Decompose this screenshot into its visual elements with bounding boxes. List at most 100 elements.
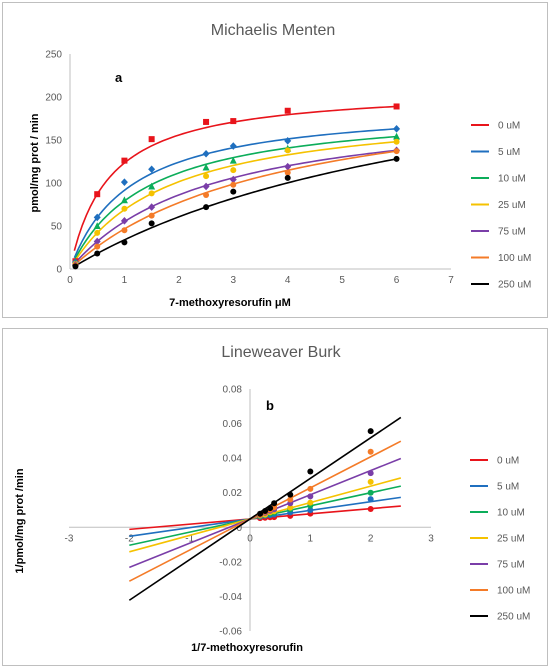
point-75-um (307, 493, 314, 500)
point-25-um (203, 173, 210, 180)
point-250-um (121, 239, 128, 246)
point-75-um (148, 203, 156, 211)
point-100-um (367, 448, 374, 455)
legend: 0 uM 5 uM 10 uM 25 uM 75 uM 100 uM 250 uM (471, 121, 531, 291)
x-tick-label: 1 (122, 275, 128, 286)
x-tick-label: -1 (185, 533, 194, 544)
panel-label: b (266, 398, 274, 413)
legend: 0 uM 5 uM 10 uM 25 uM 75 uM 100 uM 250 uM (470, 456, 530, 623)
fit-curve-10-um (73, 135, 397, 261)
lineweaver-burk-panel: Lineweaver Burk b 1/pmol/mg prot /min 1/… (2, 328, 548, 666)
legend-label: 25 uM (498, 200, 526, 211)
point-5-um (93, 213, 101, 222)
legend-label: 100 uM (497, 586, 530, 597)
y-tick-label: 0.08 (223, 385, 243, 396)
point-250-um (287, 491, 294, 498)
point-25-um (230, 167, 237, 174)
x-tick-label: 3 (231, 275, 237, 286)
point-250-um (72, 263, 79, 270)
chart-title: Michaelis Menten (211, 22, 336, 39)
y-axis-label: 1/pmol/mg prot /min (14, 468, 26, 573)
legend-item-10-um: 10 uM (471, 174, 526, 185)
point-10-um (120, 196, 128, 204)
point-25-um (284, 147, 291, 154)
legend-label: 10 uM (498, 174, 526, 185)
point-5-um (229, 142, 237, 150)
y-tick-label: 250 (45, 50, 62, 61)
point-75-um (120, 217, 128, 225)
y-tick-label: 0.02 (223, 488, 243, 499)
point-25-um (393, 138, 400, 145)
x-tick-label: 4 (285, 275, 291, 286)
y-tick-label: 100 (45, 179, 62, 190)
michaelis-menten-panel: Michaelis Menten a pmol/mg prot / min 7-… (2, 2, 548, 318)
point-75-um (229, 175, 237, 184)
x-tick-label: -3 (65, 533, 74, 544)
axes: 0 50 100 150 200 250 0 1 2 3 4 5 6 7 (45, 50, 454, 287)
point-10-um (93, 222, 101, 229)
fit-curve-75-um (73, 149, 397, 265)
x-tick-label: 5 (339, 275, 345, 286)
fit-curve-25-um (73, 140, 397, 263)
x-tick-label: 3 (428, 533, 434, 544)
y-tick-label: 0 (236, 523, 242, 534)
legend-item-5-um: 5 uM (471, 147, 520, 158)
legend-label: 250 uM (497, 612, 530, 623)
legend-item-250-um: 250 uM (470, 612, 530, 623)
legend-item-100-um: 100 uM (470, 586, 530, 597)
point-10-um (367, 489, 374, 496)
legend-label: 75 uM (498, 227, 526, 238)
point-250-um (267, 505, 274, 512)
x-tick-label: 1 (308, 533, 314, 544)
point-100-um (284, 169, 291, 176)
x-axis-label: 1/7-methoxyresorufin (191, 642, 303, 654)
point-5-um (307, 507, 314, 514)
legend-item-10-um: 10 uM (470, 508, 525, 519)
legend-item-25-um: 25 uM (470, 534, 525, 545)
point-100-um (203, 192, 210, 199)
x-axis-label: 7-methoxyresorufin μM (169, 297, 291, 309)
legend-label: 0 uM (497, 456, 519, 467)
x-tick-label: 2 (176, 275, 182, 286)
x-tick-label: 0 (247, 533, 253, 544)
point-75-um (202, 182, 210, 191)
lineweaver-burk-chart: Lineweaver Burk b 1/pmol/mg prot /min 1/… (14, 344, 530, 654)
legend-item-0-um: 0 uM (470, 456, 519, 467)
legend-item-75-um: 75 uM (471, 227, 526, 238)
point-100-um (230, 181, 237, 188)
legend-item-75-um: 75 uM (470, 560, 525, 571)
data-points (257, 428, 374, 522)
y-tick-label: 0 (56, 265, 62, 276)
legend-label: 5 uM (497, 482, 519, 493)
legend-item-25-um: 25 uM (471, 200, 526, 211)
point-250-um (148, 220, 155, 227)
point-5-um (148, 165, 156, 174)
point-25-um (307, 499, 314, 506)
point-250-um (203, 204, 210, 211)
y-tick-label: -0.02 (219, 557, 242, 568)
y-tick-label: 0.06 (223, 419, 243, 430)
point-100-um (307, 485, 314, 492)
point-10-um (202, 163, 210, 171)
point-100-um (94, 243, 101, 250)
y-axis-label: pmol/mg prot / min (29, 113, 41, 212)
point-100-um (121, 227, 128, 234)
x-tick-label: 0 (67, 275, 73, 286)
legend-label: 100 uM (498, 253, 531, 264)
point-10-um (148, 182, 156, 190)
point-0-um (284, 107, 291, 114)
point-100-um (148, 212, 155, 219)
point-250-um (94, 250, 101, 257)
point-250-um (262, 508, 269, 515)
data-points (71, 103, 401, 270)
point-0-um (148, 136, 155, 143)
point-5-um (120, 178, 128, 186)
legend-label: 0 uM (498, 121, 520, 132)
point-250-um (257, 510, 264, 517)
point-5-um (393, 125, 401, 133)
point-100-um (393, 148, 400, 155)
panel-label: a (115, 70, 123, 85)
point-5-um (367, 496, 374, 503)
point-250-um (284, 174, 291, 181)
point-5-um (284, 137, 292, 145)
